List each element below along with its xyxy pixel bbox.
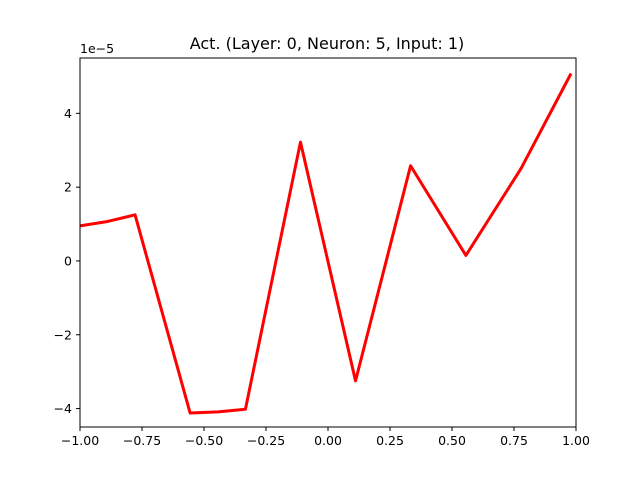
- y-tick-label: 2: [64, 180, 72, 195]
- y-tick-label: −2: [54, 327, 72, 342]
- x-tick-label: 0.25: [376, 433, 404, 448]
- plot-area: −1.00 −0.75 −0.50 −0.25 0.00 0.25 0.50 0.75 1.00…: [54, 57, 590, 448]
- x-tick-label: −1.00: [61, 433, 99, 448]
- x-tick-label: 0.00: [314, 433, 342, 448]
- x-tick-label: −0.50: [185, 433, 223, 448]
- x-tick-label: −0.75: [123, 433, 161, 448]
- chart-title: Act. (Layer: 0, Neuron: 5, Input: 1): [190, 34, 465, 53]
- x-tick-label: 0.75: [500, 433, 528, 448]
- y-tick-label: 0: [64, 253, 72, 268]
- x-tick-label: −0.25: [247, 433, 285, 448]
- x-tick-label: 0.50: [438, 433, 466, 448]
- y-tick-label: 4: [64, 106, 72, 121]
- y-axis-scale-label: 1e−5: [80, 41, 114, 56]
- series-line-0: [79, 72, 573, 415]
- x-tick-label: 1.00: [562, 433, 590, 448]
- y-tick-label: −4: [54, 401, 72, 416]
